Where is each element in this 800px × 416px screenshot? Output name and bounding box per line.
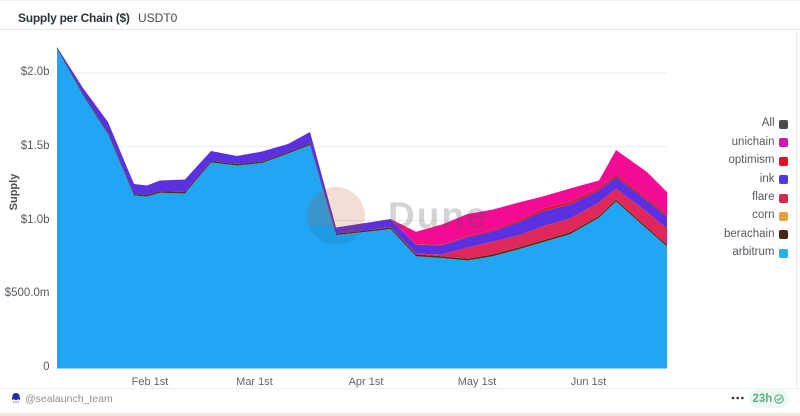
svg-text:Dune: Dune <box>388 195 489 236</box>
